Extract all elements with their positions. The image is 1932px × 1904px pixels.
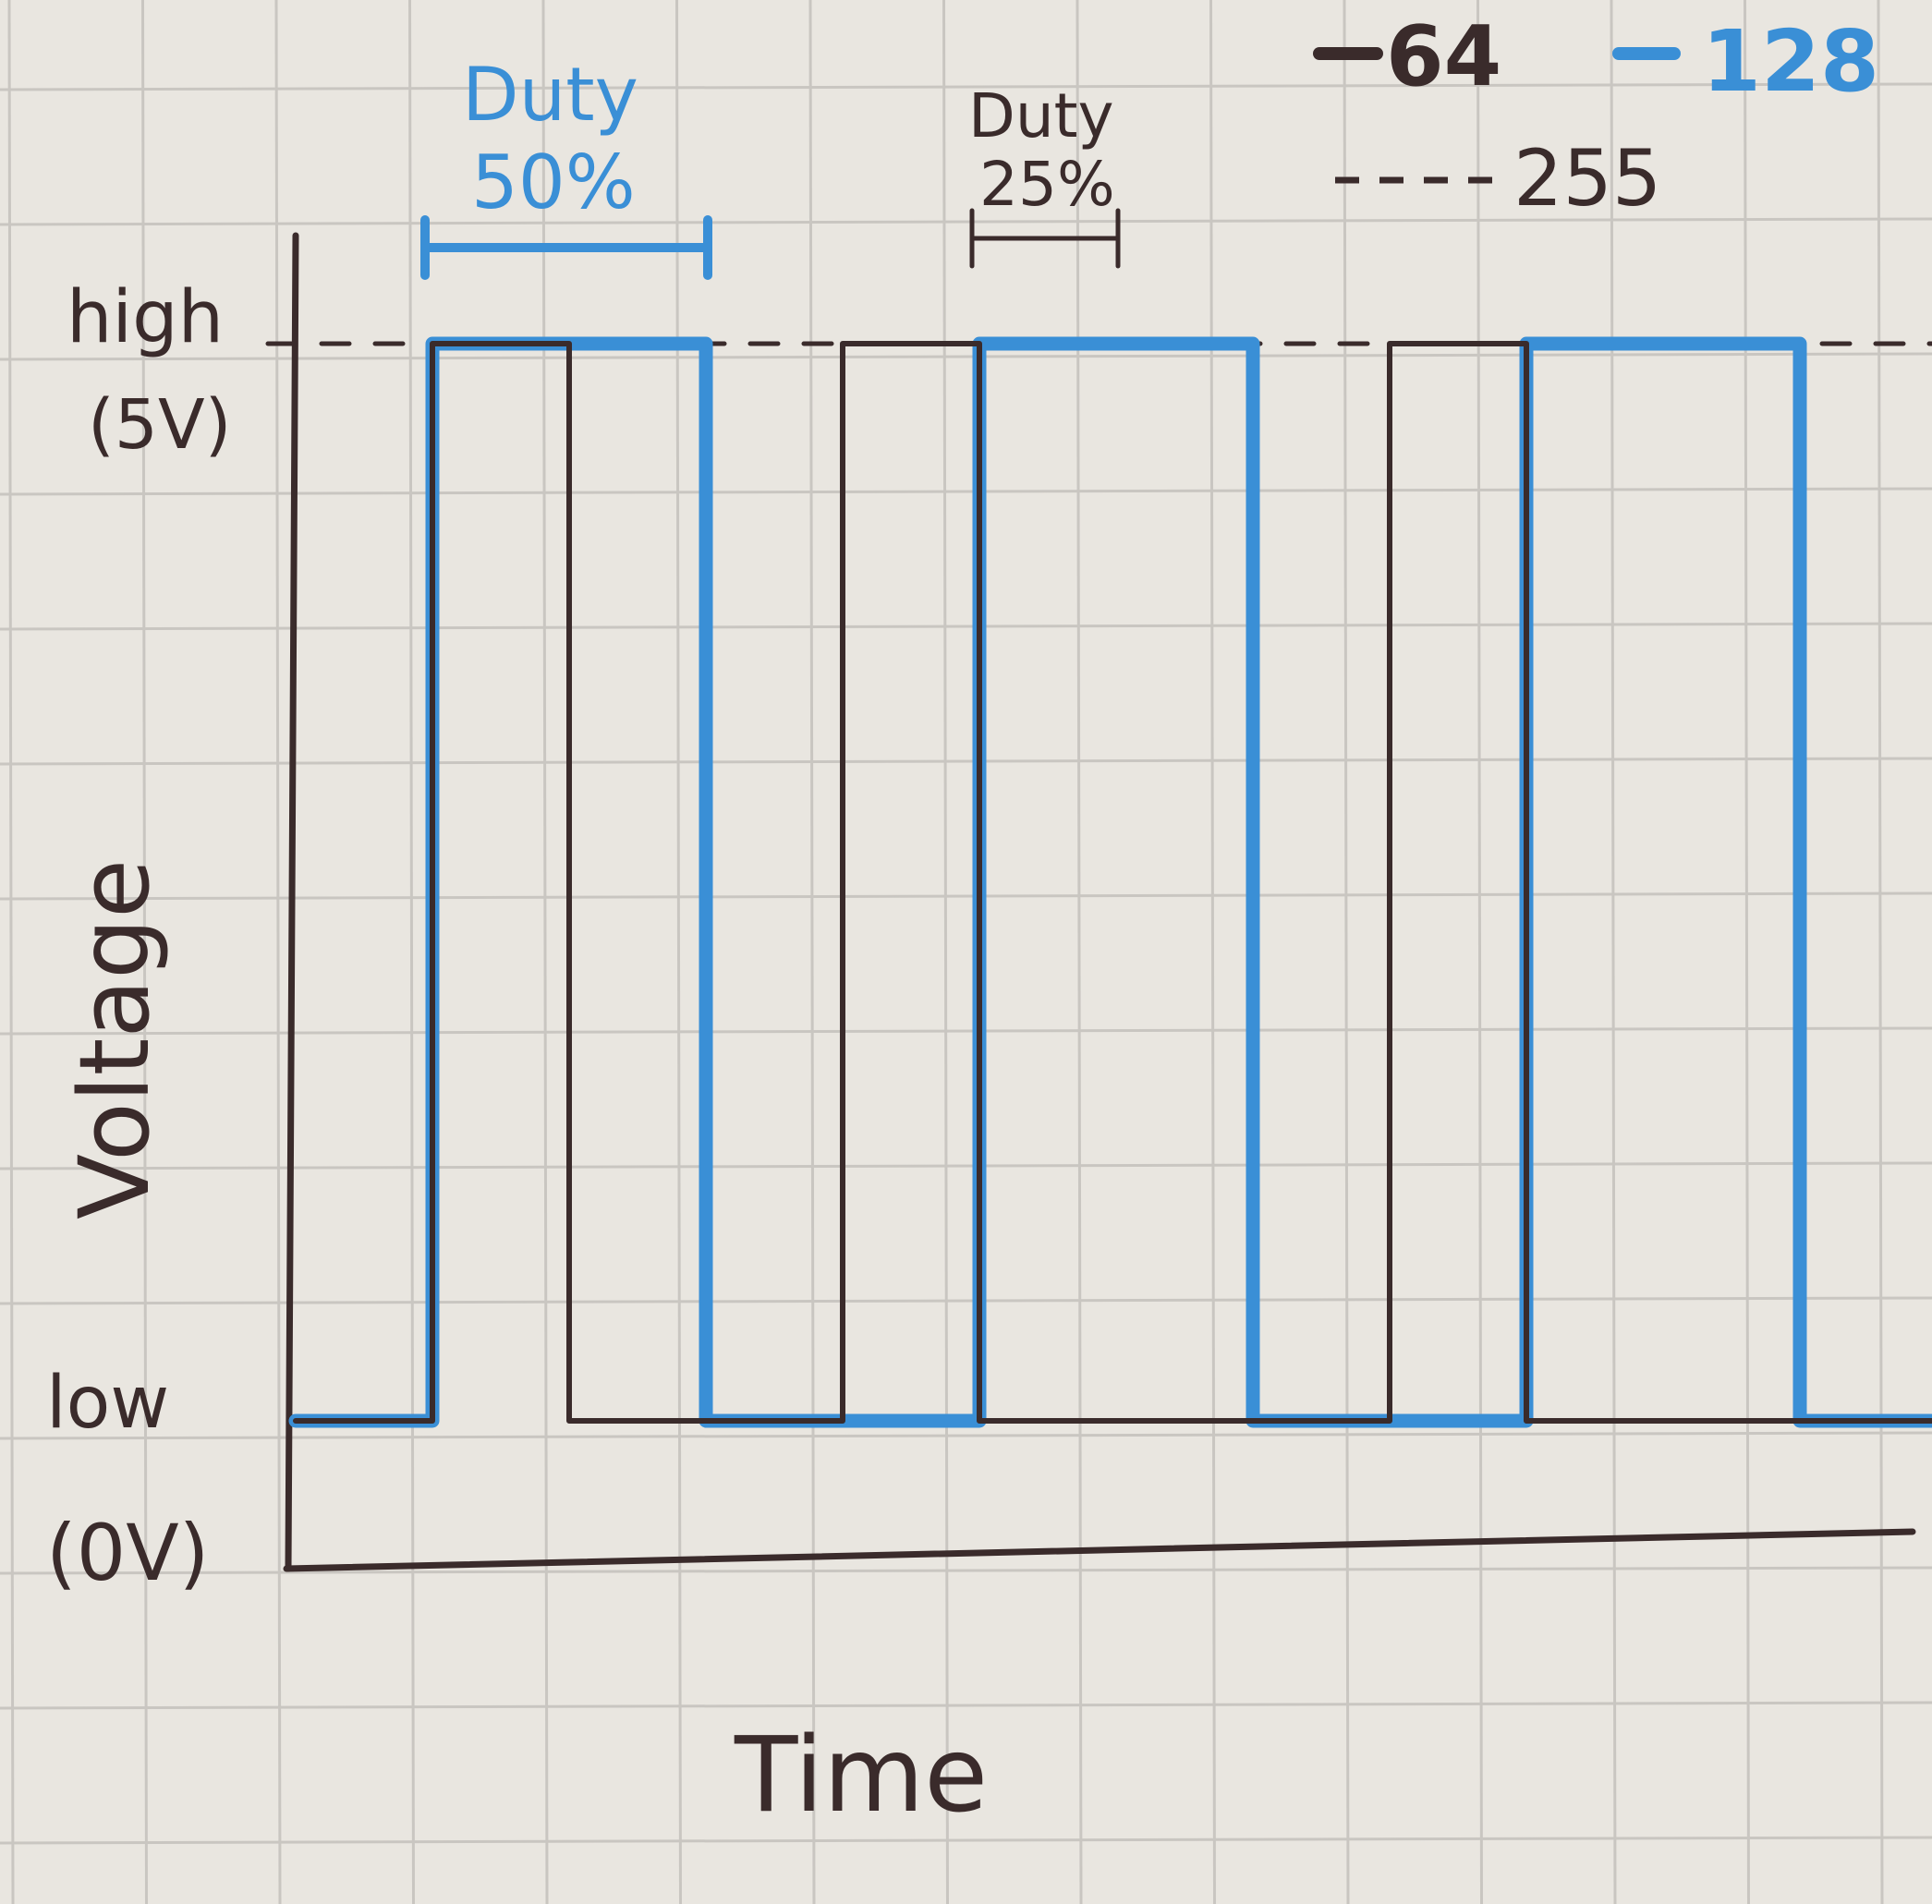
annotation-duty-25-label: Duty (968, 80, 1114, 152)
grid-line-horizontal (0, 1431, 1932, 1440)
annotation-duty-25-value: 25% (979, 149, 1115, 220)
grid-line-horizontal (0, 487, 1932, 496)
y-axis-title: Voltage (58, 859, 171, 1219)
x-axis-title: Time (734, 1716, 988, 1836)
grid-line-vertical (1075, 0, 1083, 1904)
grid-line-vertical (675, 0, 682, 1904)
x-axis-line (283, 1528, 1916, 1572)
grid-line-horizontal (0, 1836, 1932, 1845)
grid-line-horizontal (0, 352, 1932, 361)
y-tick-high-sublabel: (5V) (88, 385, 231, 465)
grid-line-horizontal (0, 622, 1932, 631)
grid-line-horizontal (0, 1566, 1932, 1575)
grid-line-horizontal (0, 1296, 1932, 1305)
grid-line-horizontal (0, 1701, 1932, 1710)
legend-label-128: 128 (1702, 12, 1879, 111)
grid-line-horizontal (0, 1026, 1932, 1036)
annotation-layer (420, 208, 1121, 280)
grid-line-vertical (942, 0, 949, 1904)
grid-line-horizontal (0, 82, 1932, 91)
y-tick-low-sublabel: (0V) (46, 1508, 209, 1598)
grid-line-horizontal (0, 757, 1932, 766)
grid-line-vertical (274, 0, 282, 1904)
grid-line-vertical (541, 0, 549, 1904)
grid-line-vertical (1476, 0, 1483, 1904)
grid-line-vertical (808, 0, 816, 1904)
legend: 64 128 255 (1313, 8, 1879, 224)
y-axis-line (285, 232, 299, 1572)
grid-line-horizontal (0, 1161, 1932, 1170)
series-layer (265, 336, 1932, 1428)
grid-line-vertical (141, 0, 148, 1904)
y-tick-low-label: low (46, 1362, 169, 1445)
legend-label-64: 64 (1386, 8, 1501, 105)
grid-line-vertical (1209, 0, 1216, 1904)
grid-line-vertical (1744, 0, 1750, 1904)
series-line-64 (293, 341, 1932, 1424)
grid-line-vertical (1877, 0, 1884, 1904)
legend-label-255: 255 (1513, 133, 1661, 224)
grid-line-vertical (7, 0, 15, 1904)
y-tick-high-label: high (67, 276, 224, 359)
grid-line-vertical (1343, 0, 1350, 1904)
annotation-duty-50-label: Duty (462, 52, 638, 138)
grid-line-vertical (1610, 0, 1617, 1904)
grid-line-horizontal (0, 891, 1932, 901)
grid-line-horizontal (0, 217, 1932, 226)
grid-line-vertical (408, 0, 415, 1904)
annotation-duty-50-value: 50% (471, 139, 636, 225)
